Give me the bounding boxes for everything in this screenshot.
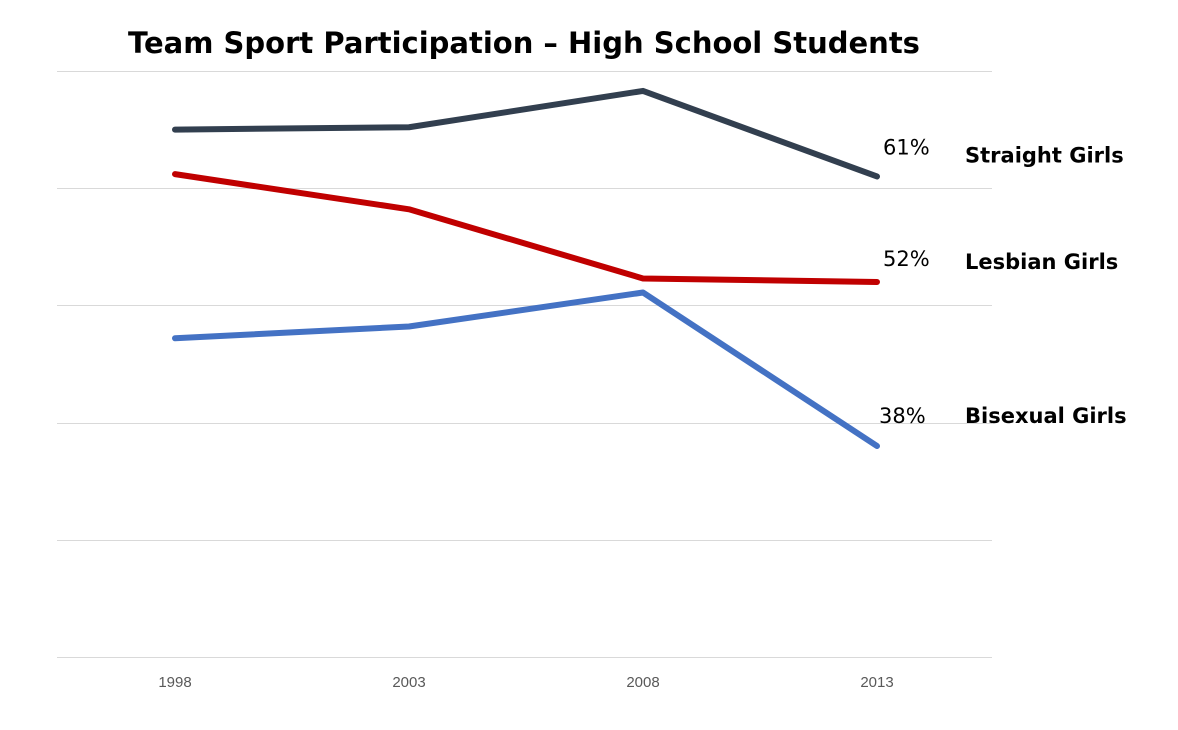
x-tick-label-2013: 2013	[860, 674, 893, 691]
x-tick-label-1998: 1998	[158, 674, 191, 691]
gridlines	[57, 71, 992, 658]
end-value-label-bisexual-girls: 38%	[879, 404, 926, 428]
series-line-bisexual-girls	[172, 289, 880, 450]
series-lines	[172, 87, 880, 450]
series-name-label-straight-girls: Straight Girls	[965, 143, 1124, 167]
end-value-label-lesbian-girls: 52%	[883, 247, 930, 271]
end-value-label-straight-girls: 61%	[883, 135, 930, 159]
x-tick-label-2008: 2008	[626, 674, 659, 691]
x-axis: 1998 2003 2008 2013	[158, 674, 893, 691]
x-tick-label-2003: 2003	[392, 674, 425, 691]
series-line-straight-girls	[172, 87, 880, 180]
series-labels: 61% Straight Girls 52% Lesbian Girls 38% Bise…	[879, 135, 1127, 428]
series-name-label-lesbian-girls: Lesbian Girls	[965, 250, 1118, 274]
chart-title: Team Sport Participation – High School S…	[128, 26, 920, 60]
series-line-lesbian-girls	[172, 171, 880, 285]
series-name-label-bisexual-girls: Bisexual Girls	[965, 404, 1127, 428]
